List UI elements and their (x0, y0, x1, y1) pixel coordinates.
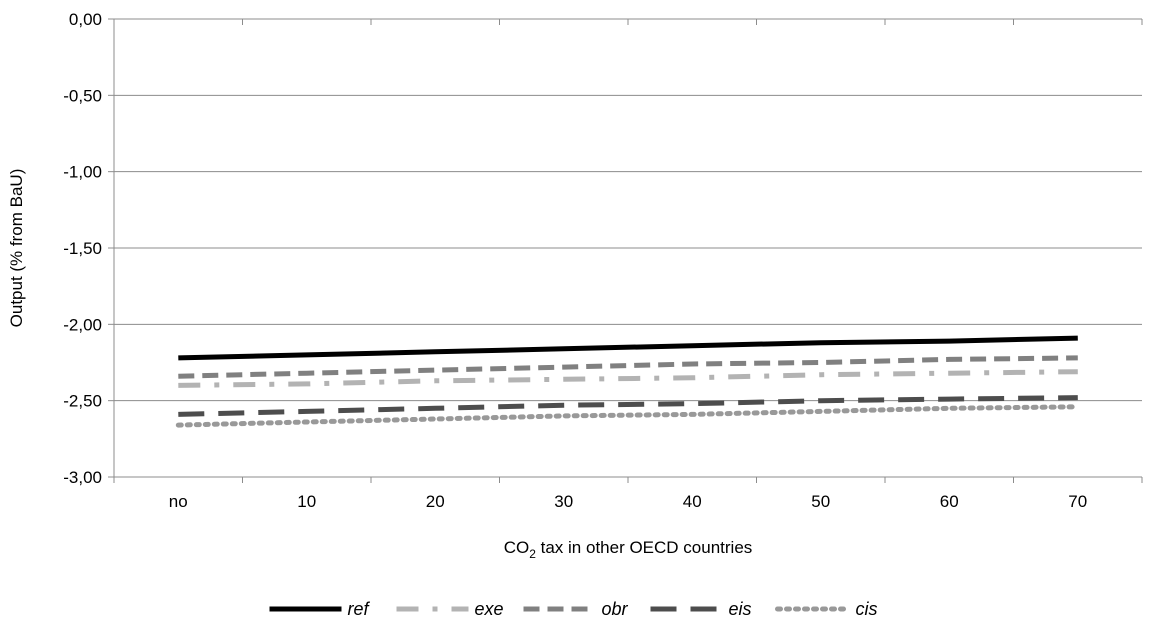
axes (108, 18, 1143, 483)
y-tick-label: -1,50 (63, 239, 102, 258)
x-tick-label: 70 (1068, 492, 1087, 511)
y-tick-label: -2,00 (63, 315, 102, 334)
legend-label-obr: obr (602, 599, 629, 619)
x-tick-label: no (169, 492, 188, 511)
series-line-ref (178, 335, 1078, 361)
x-tick-label: 40 (683, 492, 702, 511)
x-label-main: CO (504, 538, 530, 557)
series-lines (175, 335, 1081, 428)
gridlines (114, 18, 1142, 478)
legend-label-cis: cis (856, 599, 878, 619)
x-tick-label: 60 (940, 492, 959, 511)
y-tick-label: -3,00 (63, 468, 102, 487)
series-line-exe (178, 369, 1078, 388)
legend: ref exe obr eis cis (269, 599, 878, 619)
y-axis-label: Output (% from BaU) (7, 169, 26, 328)
y-tick-label: 0,00 (69, 10, 102, 29)
y-tick-label: -1,00 (63, 163, 102, 182)
legend-label-eis: eis (729, 599, 752, 619)
y-tick-label: -0,50 (63, 86, 102, 105)
series-line-eis (178, 395, 1078, 417)
x-tick-label: 30 (554, 492, 573, 511)
x-tick-label: 50 (811, 492, 830, 511)
legend-label-exe: exe (475, 599, 504, 619)
series-line-obr (178, 355, 1078, 379)
x-tick-labels: no 10 20 30 40 50 60 70 (169, 492, 1087, 511)
x-tick-label: 20 (426, 492, 445, 511)
y-tick-label: -2,50 (63, 392, 102, 411)
y-tick-labels: 0,00 -0,50 -1,00 -1,50 -2,00 -2,50 -3,00 (63, 10, 102, 487)
series-line-cis (175, 404, 1081, 428)
x-axis-label: CO2 tax in other OECD countries (504, 538, 753, 561)
legend-label-ref: ref (348, 599, 371, 619)
x-label-rest: tax in other OECD countries (536, 538, 752, 557)
x-label-subscript: 2 (529, 547, 536, 561)
x-tick-label: 10 (297, 492, 316, 511)
